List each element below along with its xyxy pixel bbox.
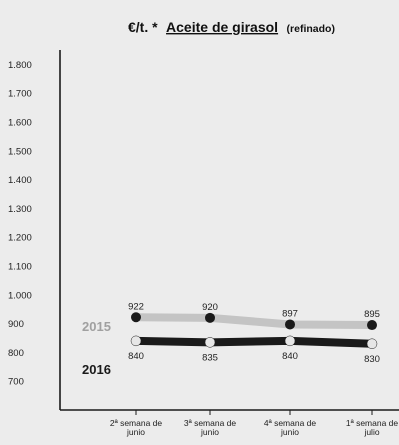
x-category-label: 1ª semana de julio [346,418,399,437]
data-label-2016: 835 [202,352,218,363]
chart-title-group: €/t. * Aceite de girasol (refinado) [128,19,335,36]
series-2016: 840 835 840 830 2016 [82,335,380,377]
series-line-2015 [132,313,376,330]
series-2015: 922 920 897 895 2015 [82,301,380,334]
data-label-2016: 830 [364,354,380,365]
chart-title-unit: €/t. * [128,19,158,35]
data-point-2016 [204,337,216,348]
y-tick-label: 1.500 [8,146,32,157]
data-label-2015: 922 [128,301,144,312]
data-point-2015 [205,312,215,323]
chart-title: Aceite de girasol [166,19,278,35]
y-tick-label: 1.300 [8,204,32,215]
y-axis-ticks: 700 800 900 1.000 1.100 1.200 1.300 1.400 1.500 1… [8,60,32,388]
y-tick-label: 1.400 [8,175,32,186]
chart-subtitle: (refinado) [287,23,335,35]
x-category-label-line: 2ª semana de [110,418,163,428]
x-category-label-line: 1ª semana de [346,418,399,428]
data-label-2015: 895 [364,309,380,320]
chart-series: 922 920 897 895 2015 840 835 840 830 2016 [82,301,380,377]
data-label-2016: 840 [128,351,144,362]
y-tick-label: 1.100 [8,262,32,273]
data-label-2015: 920 [202,302,218,313]
data-point-2015 [367,320,377,331]
data-point-2016 [366,338,378,350]
data-point-2016 [284,335,296,347]
y-tick-label: 1.200 [8,233,32,244]
x-category-label-line: junio [280,427,299,437]
y-tick-label: 1.600 [8,118,32,129]
y-tick-label: 1.700 [8,89,32,100]
y-tick-label: 1.800 [8,60,32,71]
legend-label-2015: 2015 [82,319,111,334]
y-tick-label: 1.000 [8,290,32,301]
svg-text:€/t. * Aceite de giras: €/t. * Aceite de girasol (refinado) [128,19,335,36]
data-label-2016: 840 [282,351,298,362]
x-category-label-line: junio [126,427,145,437]
x-category-label: 4ª semana de junio [264,418,317,437]
series-line-2016 [132,336,376,348]
y-tick-label: 700 [8,377,24,388]
x-category-label: 2ª semana de junio [110,418,163,437]
x-category-label-line: 4ª semana de [264,418,317,428]
x-category-label-line: 3ª semana de [184,418,237,428]
y-tick-label: 800 [8,348,24,359]
x-category-label: 3ª semana de junio [184,418,237,437]
x-category-label-line: julio [363,427,379,437]
data-label-2015: 897 [282,308,298,319]
data-point-2015 [131,312,141,323]
data-point-2016 [130,335,142,347]
legend-label-2016: 2016 [82,362,111,377]
chart-axes [59,50,399,411]
y-tick-label: 900 [8,319,24,330]
x-category-label-line: junio [200,427,219,437]
data-point-2015 [285,319,295,330]
